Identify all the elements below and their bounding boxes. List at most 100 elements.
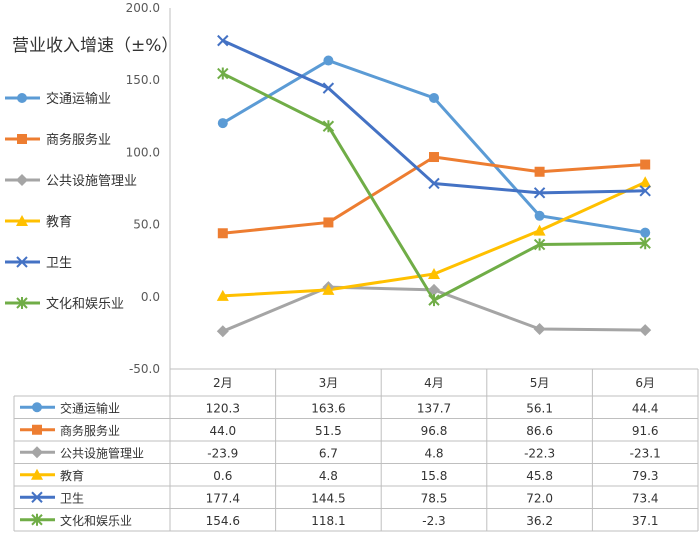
table-cell-value: 154.6	[206, 514, 240, 528]
data-point	[640, 227, 651, 238]
legend-item: 交通运输业	[5, 91, 111, 107]
table-cell-value: 78.5	[421, 491, 448, 505]
y-tick-label: 200.0	[126, 1, 160, 15]
data-point	[217, 34, 229, 47]
legend-marker	[17, 93, 27, 103]
legend-marker	[16, 297, 28, 309]
table-cell-value: 177.4	[206, 491, 240, 505]
axis-layer: -50.0 0.0 50.0 100.0 150.0 200.0	[126, 1, 171, 376]
legend-label: 公共设施管理业	[46, 174, 137, 189]
x-category-label: 2月	[213, 376, 233, 390]
data-point	[429, 92, 439, 103]
series-line	[222, 59, 646, 235]
table-cell-value: 44.4	[632, 401, 659, 415]
x-category-label: 4月	[424, 376, 444, 390]
data-point	[428, 294, 440, 307]
data-point	[429, 152, 439, 163]
data-point	[217, 67, 229, 80]
y-tick-label: 150.0	[126, 73, 160, 87]
data-point	[533, 187, 546, 199]
legend-label: 商务服务业	[46, 132, 111, 148]
table-row: 教育 0.6 4.8 15.8 45.8 79.3	[20, 468, 659, 483]
legend-label: 教育	[46, 214, 72, 230]
data-point	[323, 55, 334, 66]
table-cell-value: 4.8	[424, 446, 443, 460]
series-markers	[216, 34, 652, 338]
data-point	[533, 323, 546, 336]
data-point	[640, 159, 651, 170]
table-cell-value: 51.5	[315, 424, 342, 438]
table-cell-value: 73.4	[632, 491, 659, 505]
table-row-key-marker	[32, 424, 42, 435]
legend-item: 卫生	[5, 256, 72, 271]
data-point	[217, 118, 228, 129]
table-cell-value: -22.3	[524, 446, 555, 460]
data-point	[533, 224, 546, 236]
legend-item: 教育	[5, 214, 72, 230]
table-row-key-marker	[31, 513, 43, 526]
data-point	[322, 82, 335, 94]
table-row: 交通运输业 120.3 163.6 137.7 56.1 44.4	[20, 400, 659, 415]
data-point	[322, 283, 335, 295]
table-row-label: 文化和娱乐业	[60, 513, 132, 528]
legend-label: 文化和娱乐业	[46, 297, 124, 312]
y-tick-label: 0.0	[141, 290, 160, 304]
x-category-label: 3月	[319, 376, 339, 390]
table-row-label: 教育	[60, 468, 84, 483]
table-cell-value: 37.1	[632, 514, 659, 528]
table-cell-value: 0.6	[213, 469, 232, 483]
table-cell-value: 86.6	[526, 424, 553, 438]
table-cell-value: 91.6	[632, 424, 659, 438]
table-cell-value: 44.0	[209, 424, 236, 438]
chart-title: 营业收入增速（±%）	[12, 36, 178, 56]
table-cell-value: 4.8	[319, 469, 338, 483]
table-row-key-marker	[31, 468, 43, 480]
table-row-label: 公共设施管理业	[60, 445, 144, 460]
table-cell-value: 15.8	[421, 469, 448, 483]
legend-item: 公共设施管理业	[5, 174, 137, 189]
table-cell-value: 79.3	[632, 469, 659, 483]
data-point	[217, 228, 228, 239]
table-cell-value: 72.0	[526, 491, 553, 505]
table-cell-value: 118.1	[311, 514, 345, 528]
legend-label: 卫生	[46, 256, 72, 271]
series-line	[222, 72, 646, 302]
table-row-label: 交通运输业	[60, 400, 120, 415]
y-tick-label: 50.0	[133, 218, 160, 232]
data-point	[216, 325, 229, 338]
x-category-label: 5月	[530, 376, 550, 390]
data-point	[639, 185, 651, 197]
table-cell-value: -23.9	[207, 446, 238, 460]
table-cell-value: -23.1	[630, 446, 661, 460]
legend-marker	[16, 256, 28, 268]
data-point	[534, 166, 545, 177]
data-point	[428, 267, 440, 279]
table-cell-value: 6.7	[319, 446, 338, 460]
table-row: 公共设施管理业 -23.9 6.7 4.8 -22.3 -23.1	[20, 445, 661, 460]
data-point	[639, 324, 652, 337]
table-cell-value: 120.3	[206, 401, 240, 415]
table-cell-value: -2.3	[422, 514, 445, 528]
table-cell-value: 56.1	[526, 401, 553, 415]
legend-label: 交通运输业	[46, 91, 111, 107]
legend-item: 文化和娱乐业	[5, 297, 124, 312]
legend-marker	[17, 134, 27, 144]
table-cell-value: 163.6	[311, 401, 345, 415]
y-tick-label: -50.0	[129, 362, 160, 376]
table-cell-value: 137.7	[417, 401, 451, 415]
data-point	[534, 210, 545, 221]
table-cell-value: 45.8	[526, 469, 553, 483]
data-point	[533, 238, 546, 251]
table-row: 商务服务业 44.0 51.5 96.8 86.6 91.6	[20, 423, 659, 438]
table-cell-value: 144.5	[311, 491, 345, 505]
data-point	[639, 176, 652, 188]
table-cell-value: 96.8	[421, 424, 448, 438]
data-point	[322, 120, 335, 133]
legend-marker	[16, 174, 28, 186]
legend-marker	[16, 215, 28, 226]
table-row: 文化和娱乐业 154.6 118.1 -2.3 36.2 37.1	[20, 513, 659, 528]
data-point	[216, 289, 229, 301]
